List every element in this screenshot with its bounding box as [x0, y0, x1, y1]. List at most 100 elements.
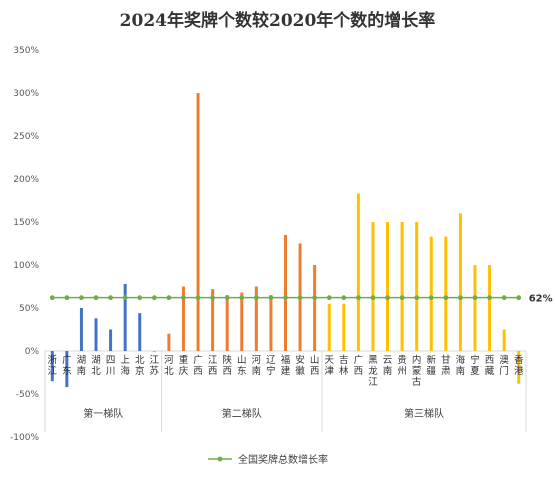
average-marker: [355, 295, 361, 301]
y-tick-label: 100%: [13, 261, 39, 271]
average-marker: [428, 295, 434, 301]
bar: [517, 351, 521, 384]
bar: [429, 236, 433, 351]
average-marker: [137, 295, 143, 301]
average-marker: [472, 295, 478, 301]
average-marker: [49, 295, 55, 301]
legend-marker-icon: [217, 456, 223, 462]
category-label: 广东: [62, 354, 72, 377]
category-label: 新疆: [426, 354, 436, 377]
category-label: 陕西: [222, 354, 232, 377]
category-label: 上海: [120, 355, 130, 377]
average-marker: [312, 295, 318, 301]
category-label: 河北: [164, 354, 174, 377]
bar: [327, 303, 331, 351]
bar: [488, 265, 492, 351]
average-marker: [370, 295, 376, 301]
category-label: 江苏: [150, 355, 160, 377]
bar: [254, 286, 258, 351]
bar: [211, 289, 215, 351]
category-label: 澳门: [499, 354, 509, 377]
category-label: 湖南: [77, 355, 87, 377]
category-label: 贵州: [397, 354, 407, 377]
category-label: 天津: [324, 355, 334, 377]
average-marker: [399, 295, 405, 301]
bar: [167, 333, 171, 351]
average-marker: [458, 295, 463, 301]
y-tick-label: 150%: [13, 218, 39, 228]
average-marker: [195, 295, 201, 301]
average-marker: [443, 295, 449, 301]
average-marker: [385, 295, 390, 301]
y-tick-label: 350%: [13, 46, 39, 56]
y-tick-label: -50%: [16, 390, 40, 400]
average-marker: [268, 295, 274, 301]
bar: [473, 265, 477, 351]
category-label: 山西: [310, 355, 320, 377]
category-label: 云南: [383, 355, 393, 377]
average-marker: [326, 295, 332, 301]
bar: [109, 329, 113, 351]
average-marker: [108, 295, 113, 301]
average-marker: [239, 295, 245, 301]
bar: [181, 286, 185, 351]
bar: [225, 295, 229, 351]
chart-title: 2024年奖牌个数较2020年个数的增长率: [119, 11, 436, 31]
group-label: 第三梯队: [404, 407, 444, 420]
y-tick-label: -100%: [10, 433, 39, 443]
category-label: 河南: [252, 354, 262, 377]
average-marker: [516, 295, 522, 301]
bar: [50, 351, 54, 382]
bar: [356, 193, 360, 351]
category-label: 吉林: [339, 355, 349, 377]
average-marker: [210, 295, 216, 301]
category-label: 广西: [354, 354, 364, 377]
category-label: 广西: [193, 354, 203, 377]
bar: [269, 295, 273, 351]
category-label: 福建: [281, 354, 291, 377]
category-label: 四川: [106, 355, 116, 377]
y-tick-label: 300%: [13, 89, 39, 99]
bar: [444, 236, 448, 351]
y-tick-label: 50%: [19, 304, 39, 314]
average-marker: [253, 295, 259, 301]
bar: [240, 292, 244, 351]
average-value-label: 62%: [529, 294, 553, 305]
average-marker: [181, 295, 186, 301]
bar: [152, 351, 156, 352]
average-marker: [501, 295, 507, 301]
average-marker: [283, 295, 288, 301]
y-tick-label: 200%: [13, 175, 39, 185]
category-label: 香港: [514, 355, 524, 377]
bar: [400, 222, 404, 351]
bar: [313, 265, 317, 351]
bar: [502, 329, 506, 351]
category-label: 黑龙江: [368, 355, 378, 388]
bar: [138, 313, 142, 351]
bar: [196, 93, 200, 351]
category-label: 湖北: [91, 355, 101, 377]
bar: [386, 222, 390, 351]
average-marker: [64, 295, 70, 301]
bar: [458, 213, 462, 351]
bar: [342, 303, 346, 351]
bar: [415, 222, 419, 351]
y-tick-label: 0%: [25, 347, 40, 357]
average-marker: [122, 295, 128, 301]
category-label: 北京: [135, 355, 145, 377]
category-label: 内蒙古: [412, 354, 422, 388]
category-label: 甘肃: [441, 354, 451, 377]
category-label: 辽宁: [266, 354, 276, 377]
y-tick-label: 250%: [13, 132, 39, 142]
bar: [94, 318, 98, 351]
average-marker: [341, 295, 347, 301]
average-marker: [487, 295, 492, 301]
average-marker: [151, 295, 157, 301]
group-label: 第一梯队: [83, 407, 123, 420]
average-marker: [166, 295, 172, 301]
category-label: 山东: [237, 355, 247, 377]
category-label: 宁夏: [470, 354, 480, 377]
category-label: 西藏: [485, 355, 495, 377]
